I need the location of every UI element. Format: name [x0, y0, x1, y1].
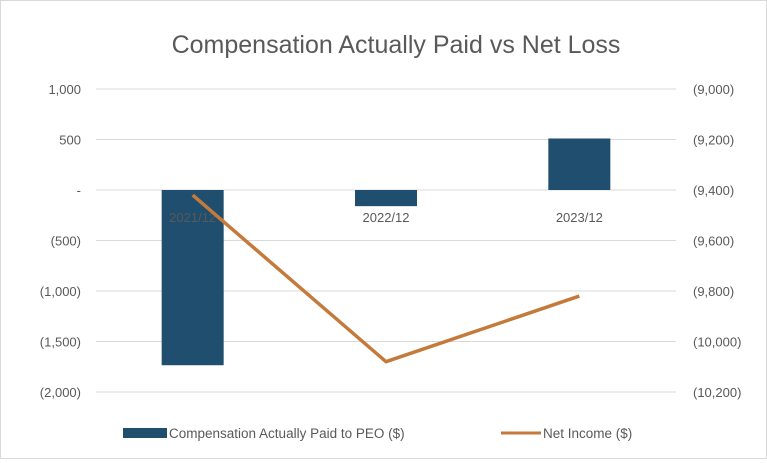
category-label: 2022/12 — [363, 210, 410, 225]
right-tick-label: (10,200) — [693, 385, 741, 400]
bar-series — [162, 138, 611, 365]
legend: Compensation Actually Paid to PEO ($) Ne… — [123, 426, 632, 441]
left-axis-ticks: 1,000 500 - (500) (1,000) (1,500) (2,000) — [40, 82, 81, 400]
category-labels: 2021/12 2022/12 2023/12 — [169, 210, 603, 225]
left-tick-label: (1,500) — [40, 335, 81, 350]
right-tick-label: (9,800) — [693, 284, 734, 299]
left-tick-label: - — [77, 183, 81, 198]
left-tick-label: 1,000 — [48, 82, 81, 97]
right-tick-label: (9,600) — [693, 234, 734, 249]
bar — [355, 190, 417, 206]
right-tick-label: (9,400) — [693, 183, 734, 198]
left-tick-label: (500) — [51, 234, 81, 249]
bar — [548, 138, 610, 190]
right-tick-label: (9,200) — [693, 133, 734, 148]
right-axis-ticks: (9,000) (9,200) (9,400) (9,600) (9,800) (10,0… — [693, 82, 741, 400]
category-label: 2021/12 — [169, 210, 216, 225]
left-tick-label: 500 — [59, 133, 81, 148]
legend-label-bar: Compensation Actually Paid to PEO ($) — [169, 426, 405, 441]
category-label: 2023/12 — [556, 210, 603, 225]
legend-swatch-bar — [123, 428, 167, 438]
left-tick-label: (1,000) — [40, 284, 81, 299]
chart-title: Compensation Actually Paid vs Net Loss — [172, 31, 621, 59]
right-tick-label: (9,000) — [693, 82, 734, 97]
legend-label-line: Net Income ($) — [543, 426, 632, 441]
right-tick-label: (10,000) — [693, 335, 741, 350]
left-tick-label: (2,000) — [40, 385, 81, 400]
